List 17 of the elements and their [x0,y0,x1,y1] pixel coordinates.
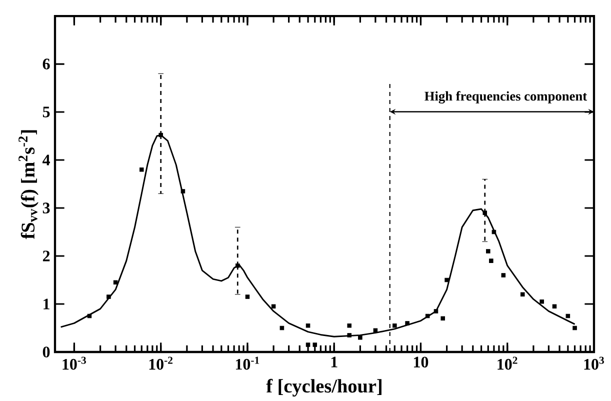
x-tick-label: 1 [331,356,338,368]
ref-line-label: High frequencies component [424,91,588,104]
y-tick-label: 5 [42,106,50,118]
x-tick-label: 10$^{2}$ [498,356,518,370]
x-tick-label: 10$^{3}$ [584,356,604,370]
x-tick-label: 10$^{-3}$ [62,356,86,370]
y-tick-label: 3 [42,202,50,214]
y-tick-label: 6 [42,58,50,70]
x-axis-title: f [cycles/hour] [266,378,382,397]
y-tick-label: 0 [42,346,50,358]
y-axis-title: fS$_{vv}$(f) [m$^{2}$s$^{-2}$] [18,130,38,240]
y-tick-label: 1 [44,298,50,310]
x-tick-label: 10$^{-2}$ [149,356,172,370]
y-tick-label: 2 [42,250,50,262]
x-tick-label: 10$^{-1}$ [236,356,260,370]
y-tick-label: 4 [42,154,50,166]
x-tick-label: 10 [414,356,428,368]
